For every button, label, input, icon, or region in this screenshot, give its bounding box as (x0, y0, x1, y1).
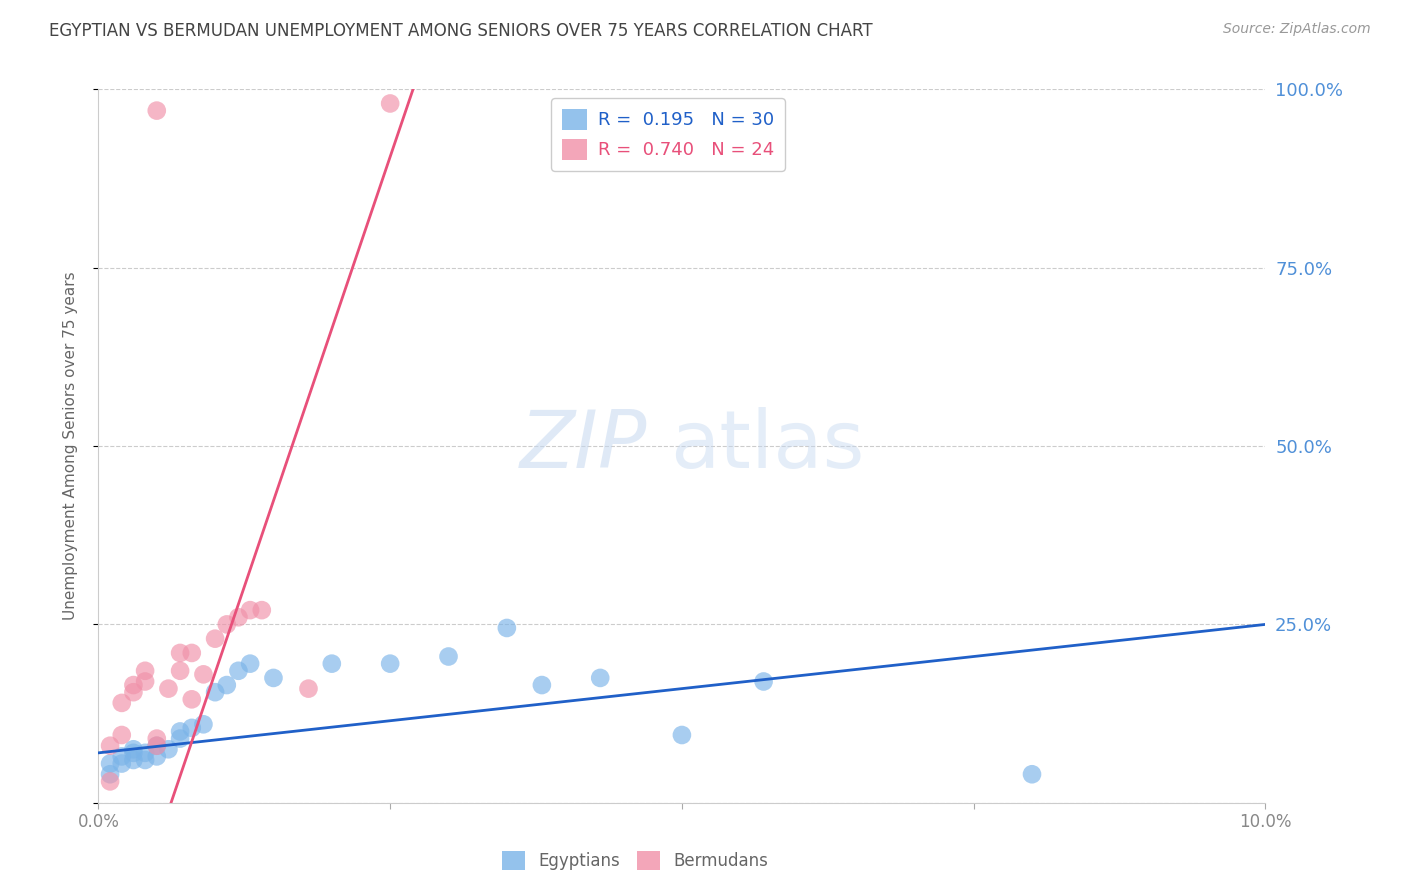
Point (495, 621, 517, 635)
Point (437, 649, 460, 664)
Legend: Egyptians, Bermudans: Egyptians, Bermudans (495, 844, 775, 877)
Point (262, 671, 284, 685)
Point (589, 671, 612, 685)
Point (378, 96, 402, 111)
Point (111, 696, 134, 710)
Point (204, 685, 226, 699)
Point (378, 657, 402, 671)
Point (228, 610, 250, 624)
Point (122, 678, 145, 692)
Point (98, 774, 121, 789)
Point (530, 678, 553, 692)
Point (250, 603, 273, 617)
Text: Source: ZipAtlas.com: Source: ZipAtlas.com (1223, 22, 1371, 37)
Y-axis label: Unemployment Among Seniors over 75 years: Unemployment Among Seniors over 75 years (63, 272, 77, 620)
Point (321, 657, 343, 671)
Point (204, 632, 226, 646)
Point (180, 646, 202, 660)
Point (98, 739, 121, 753)
Point (752, 674, 775, 689)
Point (122, 742, 145, 756)
Point (157, 742, 180, 756)
Point (1021, 767, 1043, 781)
Point (146, 731, 169, 746)
Point (134, 753, 156, 767)
Point (134, 664, 156, 678)
Point (134, 746, 156, 760)
Point (98, 767, 121, 781)
Point (193, 667, 215, 681)
Point (180, 692, 202, 706)
Point (122, 685, 145, 699)
Point (297, 681, 319, 696)
Point (111, 728, 134, 742)
Point (146, 749, 169, 764)
Point (671, 728, 693, 742)
Point (239, 657, 262, 671)
Point (169, 646, 191, 660)
Text: atlas: atlas (671, 407, 865, 485)
Point (193, 717, 215, 731)
Point (215, 678, 238, 692)
Point (122, 753, 145, 767)
Text: EGYPTIAN VS BERMUDAN UNEMPLOYMENT AMONG SENIORS OVER 75 YEARS CORRELATION CHART: EGYPTIAN VS BERMUDAN UNEMPLOYMENT AMONG … (49, 22, 873, 40)
Text: ZIP: ZIP (520, 407, 647, 485)
Point (180, 721, 202, 735)
Point (134, 674, 156, 689)
Point (111, 756, 134, 771)
Point (111, 749, 134, 764)
Point (228, 664, 250, 678)
Point (146, 739, 169, 753)
Point (146, 103, 169, 118)
Point (169, 664, 191, 678)
Point (98, 756, 121, 771)
Point (215, 617, 238, 632)
Point (122, 746, 145, 760)
Point (239, 603, 262, 617)
Point (169, 724, 191, 739)
Point (169, 731, 191, 746)
Point (146, 739, 169, 753)
Point (157, 681, 180, 696)
